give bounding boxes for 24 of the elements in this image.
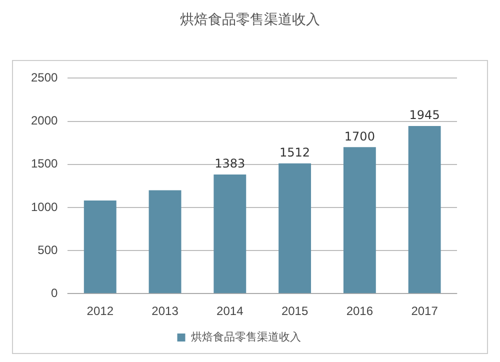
y-tick-label: 1000 (30, 200, 58, 214)
x-tick-label: 2013 (152, 304, 179, 318)
x-tick-label: 2016 (346, 304, 374, 318)
x-tick-label: 2017 (411, 304, 438, 318)
y-tick-label: 500 (38, 242, 58, 257)
bar (148, 190, 182, 294)
y-tick-label: 0 (51, 286, 58, 300)
data-label: 1945 (409, 108, 440, 122)
bar (408, 126, 441, 294)
x-tick-label: 2012 (86, 304, 114, 318)
x-tick-label: 2014 (216, 304, 244, 318)
bar (278, 163, 312, 294)
bar (343, 147, 376, 294)
y-tick-label: 2500 (30, 70, 58, 85)
bar (84, 200, 116, 294)
data-label: 1383 (214, 156, 246, 171)
y-tick-label: 2000 (30, 114, 58, 128)
y-tick-label: 1500 (30, 156, 58, 171)
bar (214, 174, 246, 294)
legend-label: 烘焙食品零售渠道收入 (190, 330, 301, 344)
chart-title: 烘焙食品零售渠道收入 (179, 11, 321, 30)
data-label: 1700 (344, 129, 375, 144)
data-label: 1512 (280, 145, 310, 160)
x-tick-label: 2015 (281, 304, 308, 318)
